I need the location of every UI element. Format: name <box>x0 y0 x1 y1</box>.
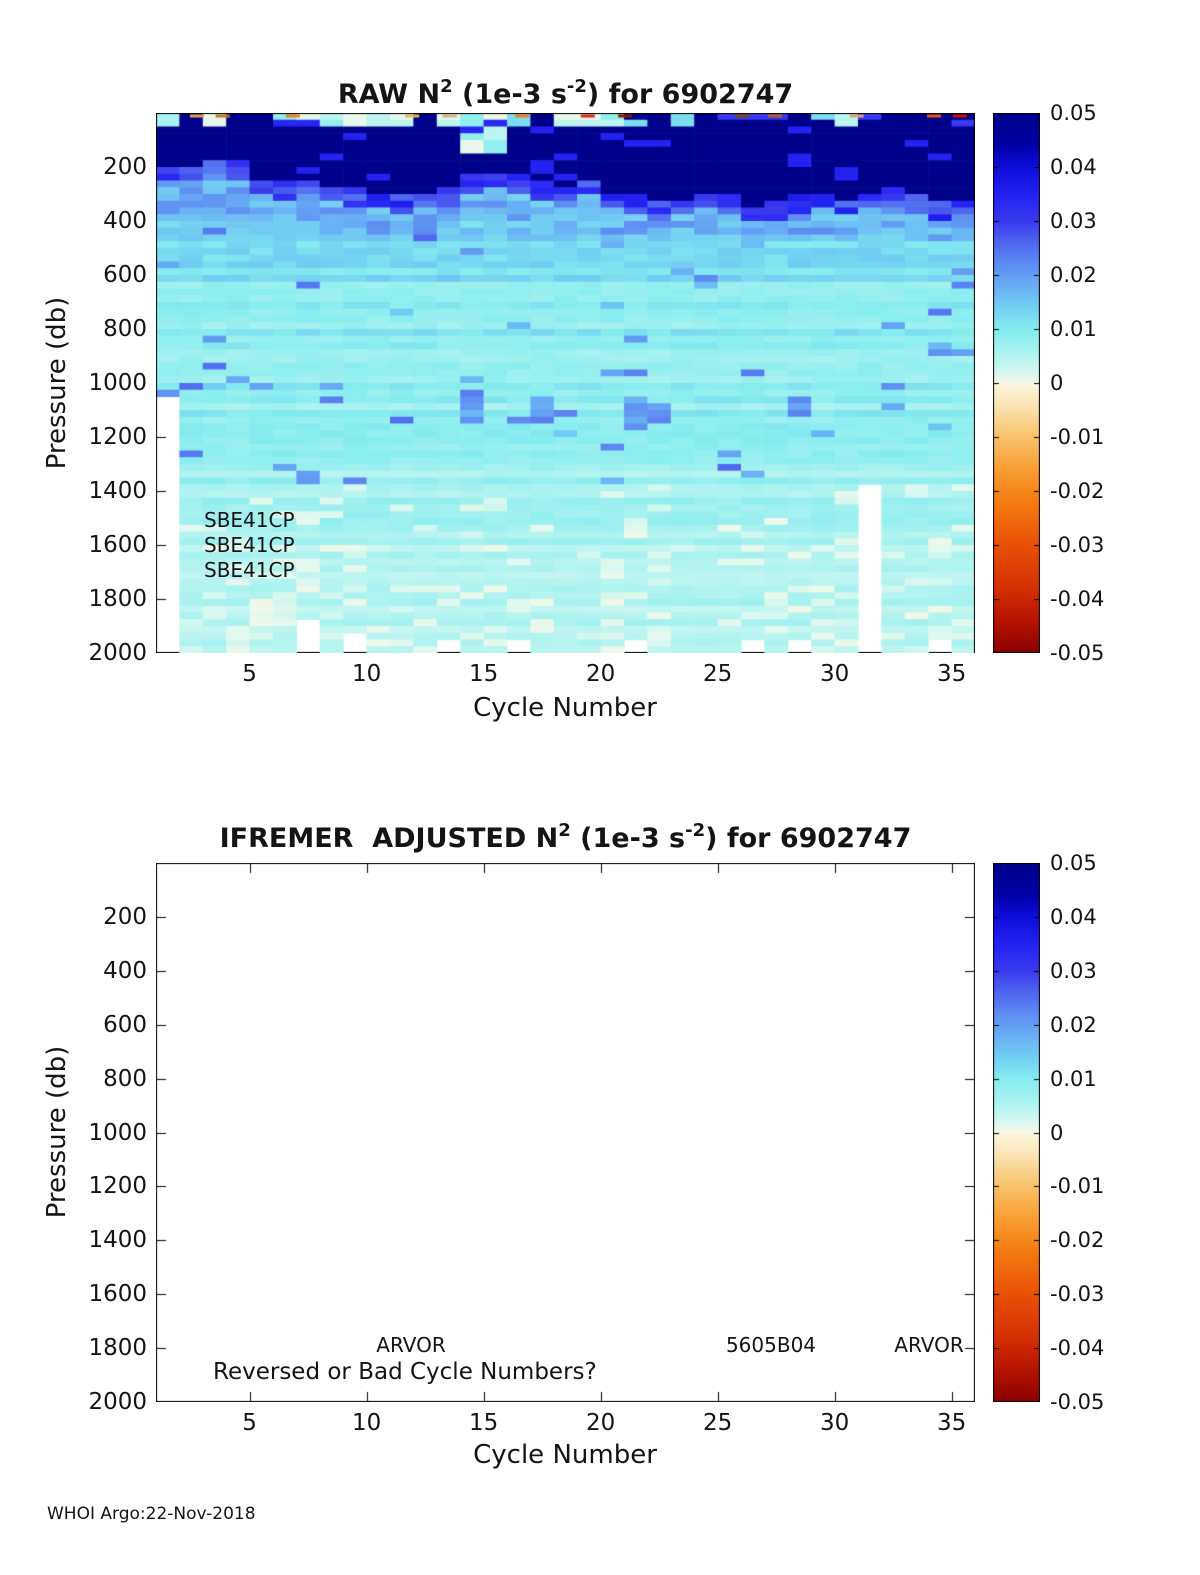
y-tick-label: 1000 <box>88 1119 147 1146</box>
float-type-annotation-2: ARVOR <box>894 1333 964 1357</box>
colorbar-tick-label: 0.03 <box>1050 209 1097 233</box>
x-tick-label: 5 <box>242 661 257 687</box>
adjusted-title-exp-neg: -2 <box>685 820 706 841</box>
colorbar-tick-label: -0.05 <box>1050 1390 1105 1414</box>
adjusted-plot-title: IFREMER ADJUSTED N2 (1e-3 s-2) for 69027… <box>156 820 975 854</box>
colorbar-tick-label: 0.05 <box>1050 101 1097 125</box>
x-tick-label: 30 <box>819 661 850 687</box>
y-tick-label: 1800 <box>88 1335 147 1362</box>
colorbar-tick-label: -0.03 <box>1050 533 1105 557</box>
adjusted-title-mid: (1e-3 s <box>570 823 686 854</box>
x-tick-label: 15 <box>468 1410 499 1436</box>
sensor-label: SBE41CP <box>204 558 295 582</box>
raw-title-mid: (1e-3 s <box>452 79 567 110</box>
y-tick-label: 400 <box>103 208 147 234</box>
raw-title-prefix: RAW N <box>337 79 441 110</box>
adjusted-plot-canvas <box>156 863 975 1402</box>
y-tick-label: 1400 <box>88 1227 147 1254</box>
colorbar-tick-label: 0.04 <box>1050 155 1097 179</box>
footer-credit: WHOI Argo:22-Nov-2018 <box>47 1504 256 1524</box>
raw-xlabel: Cycle Number <box>473 693 657 723</box>
cycle-warning-annotation: Reversed or Bad Cycle Numbers? <box>213 1359 597 1385</box>
colorbar-tick-label: -0.04 <box>1050 1336 1105 1361</box>
x-tick-label: 10 <box>351 661 382 687</box>
y-tick-label: 2000 <box>88 640 147 666</box>
x-tick-label: 35 <box>936 1410 967 1436</box>
sensor-label: SBE41CP <box>204 533 295 557</box>
x-tick-label: 35 <box>936 661 967 687</box>
raw-colorbar <box>993 113 1040 653</box>
raw-title-suffix: ) for 6902747 <box>586 79 794 110</box>
colorbar-tick-label: -0.05 <box>1050 641 1105 665</box>
sensor-label: SBE41CP <box>204 508 295 532</box>
adjusted-title-prefix: IFREMER ADJUSTED N <box>219 823 559 854</box>
colorbar-tick-label: -0.02 <box>1050 479 1105 503</box>
colorbar-tick-label: -0.04 <box>1050 587 1105 611</box>
y-tick-label: 2000 <box>88 1389 147 1415</box>
adjusted-colorbar <box>993 863 1040 1402</box>
x-tick-label: 20 <box>585 1410 616 1436</box>
raw-plot-title: RAW N2 (1e-3 s-2) for 6902747 <box>156 76 975 110</box>
y-tick-label: 800 <box>103 1065 147 1092</box>
colorbar-tick-label: -0.02 <box>1050 1228 1105 1253</box>
float-type-annotation-1: ARVOR <box>376 1333 446 1357</box>
x-tick-label: 15 <box>468 661 499 687</box>
adjusted-title-exp: 2 <box>558 820 571 841</box>
adjusted-xlabel: Cycle Number <box>473 1440 657 1470</box>
sensor-annotations: SBE41CP SBE41CP SBE41CP <box>204 508 295 583</box>
raw-heatmap-canvas <box>156 113 975 653</box>
colorbar-tick-label: 0.02 <box>1050 263 1097 287</box>
y-tick-label: 600 <box>103 262 147 288</box>
colorbar-tick-label: 0.05 <box>1050 851 1097 875</box>
x-tick-label: 25 <box>702 661 733 687</box>
raw-title-exp-neg: -2 <box>566 76 587 97</box>
colorbar-tick-label: 0.02 <box>1050 1012 1097 1037</box>
adjusted-title-suffix: ) for 6902747 <box>705 823 912 854</box>
colorbar-tick-label: 0 <box>1050 371 1064 395</box>
x-tick-label: 5 <box>242 1410 257 1436</box>
colorbar-tick-label: 0.03 <box>1050 958 1097 983</box>
y-tick-label: 800 <box>103 316 147 342</box>
colorbar-tick-label: 0.01 <box>1050 1066 1097 1091</box>
y-tick-label: 200 <box>103 154 147 180</box>
colorbar-tick-label: 0.01 <box>1050 317 1097 341</box>
colorbar-tick-label: 0.04 <box>1050 904 1097 929</box>
float-serial-annotation: 5605B04 <box>725 1333 817 1357</box>
y-tick-label: 1600 <box>88 1281 147 1308</box>
x-tick-label: 10 <box>351 1410 382 1436</box>
colorbar-tick-label: 0 <box>1050 1120 1064 1145</box>
x-tick-label: 25 <box>702 1410 733 1436</box>
y-tick-label: 1600 <box>88 532 147 558</box>
y-tick-label: 1800 <box>88 586 147 612</box>
y-tick-label: 1400 <box>88 478 147 504</box>
x-tick-label: 30 <box>819 1410 850 1436</box>
y-tick-label: 1200 <box>88 1173 147 1200</box>
colorbar-tick-label: -0.01 <box>1050 425 1105 449</box>
raw-title-exp: 2 <box>440 76 453 97</box>
colorbar-tick-label: -0.01 <box>1050 1174 1105 1199</box>
y-tick-label: 200 <box>103 903 147 930</box>
y-tick-label: 600 <box>103 1011 147 1038</box>
colorbar-tick-label: -0.03 <box>1050 1282 1105 1307</box>
y-tick-label: 1000 <box>88 370 147 396</box>
x-tick-label: 20 <box>585 661 616 687</box>
y-tick-label: 400 <box>103 957 147 984</box>
y-tick-label: 1200 <box>88 424 147 450</box>
